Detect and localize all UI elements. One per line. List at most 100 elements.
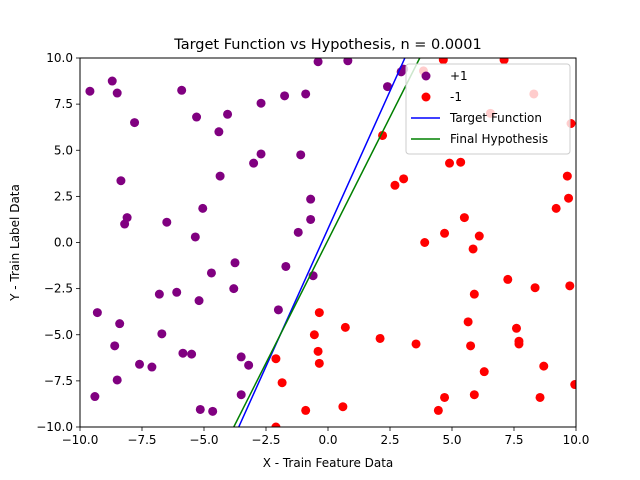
- x-tick-label: 2.5: [380, 433, 399, 447]
- data-point: [469, 289, 479, 299]
- legend-box: [405, 63, 571, 155]
- data-point: [162, 217, 172, 227]
- y-tick-label: −7.5: [44, 374, 73, 388]
- data-point: [469, 390, 479, 400]
- data-point: [399, 174, 409, 184]
- axes-layer: −10.0 −7.5 −5.0 −2.5 0.0 2.5 5.0 7.5 10.0 −10.0 −7…: [36, 51, 589, 447]
- data-point: [256, 98, 266, 108]
- data-point: [154, 289, 164, 299]
- data-point: [474, 231, 484, 241]
- data-point: [343, 58, 353, 66]
- data-point: [499, 58, 509, 65]
- data-point: [530, 283, 540, 293]
- data-point: [383, 82, 393, 92]
- data-point: [551, 203, 561, 213]
- data-point: [230, 258, 240, 268]
- data-point: [306, 214, 316, 224]
- chart-title: Target Function vs Hypothesis, n = 0.000…: [173, 37, 482, 53]
- x-axis-label: X - Train Feature Data: [263, 456, 394, 470]
- data-point: [135, 359, 145, 369]
- x-tick-label: 7.5: [504, 433, 523, 447]
- data-point: [309, 330, 319, 340]
- data-point: [313, 346, 323, 356]
- legend-label-plus1: +1: [450, 69, 468, 83]
- data-point: [187, 349, 197, 359]
- series-plus1-points: [85, 58, 409, 416]
- data-point: [440, 392, 450, 402]
- data-point: [190, 232, 200, 242]
- data-point: [539, 361, 549, 371]
- data-point: [130, 118, 140, 128]
- data-point: [192, 112, 202, 122]
- data-point: [208, 406, 218, 416]
- data-point: [178, 348, 188, 358]
- data-point: [445, 158, 455, 168]
- data-point: [468, 244, 478, 254]
- data-point: [314, 308, 324, 318]
- data-point: [273, 305, 283, 315]
- data-point: [301, 405, 311, 415]
- legend-label-target: Target Function: [449, 111, 542, 125]
- data-point: [293, 227, 303, 237]
- data-point: [281, 261, 291, 271]
- y-tick-label: 5.0: [54, 143, 73, 157]
- data-point: [214, 127, 224, 137]
- data-point: [433, 405, 443, 415]
- data-point: [112, 88, 122, 98]
- data-point: [535, 392, 545, 402]
- y-tick-label: 7.5: [54, 97, 73, 111]
- data-point: [85, 86, 95, 96]
- x-tick-label: −10.0: [62, 433, 99, 447]
- y-tick-label: −2.5: [44, 282, 73, 296]
- data-point: [198, 203, 208, 213]
- legend-label-hypothesis: Final Hypothesis: [450, 132, 548, 146]
- x-tick-label: −5.0: [189, 433, 218, 447]
- legend: +1 -1 Target Function Final Hypothesis: [405, 63, 571, 155]
- data-point: [314, 358, 324, 368]
- legend-label-minus1: -1: [450, 90, 462, 104]
- data-point: [440, 228, 450, 238]
- x-tick-label: −2.5: [251, 433, 280, 447]
- data-point: [459, 213, 469, 223]
- data-point: [338, 402, 348, 412]
- legend-marker-minus1: [421, 92, 431, 102]
- data-point: [172, 287, 182, 297]
- data-point: [564, 193, 574, 203]
- data-point: [110, 341, 120, 351]
- data-point: [296, 150, 306, 160]
- x-tick-label: −7.5: [127, 433, 156, 447]
- y-tick-label: 0.0: [54, 236, 73, 250]
- data-point: [503, 274, 513, 284]
- data-point: [280, 91, 290, 101]
- data-point: [463, 317, 473, 327]
- data-point: [375, 333, 385, 343]
- legend-marker-plus1: [421, 71, 431, 81]
- data-point: [236, 390, 246, 400]
- data-point: [120, 219, 130, 229]
- data-point: [195, 404, 205, 414]
- data-point: [177, 85, 187, 95]
- y-tick-label: 10.0: [46, 51, 73, 65]
- data-point: [313, 58, 323, 67]
- data-point: [271, 354, 281, 364]
- data-point: [570, 380, 576, 390]
- data-point: [236, 352, 246, 362]
- data-point: [116, 176, 126, 186]
- data-point: [215, 171, 225, 181]
- data-point: [390, 180, 400, 190]
- data-point: [277, 378, 287, 388]
- data-point: [107, 76, 117, 86]
- data-point: [256, 149, 266, 159]
- data-point: [157, 329, 167, 339]
- data-point: [411, 339, 421, 349]
- data-point: [271, 422, 281, 427]
- data-point: [420, 238, 430, 247]
- data-point: [229, 284, 239, 294]
- plot-frame: [79, 57, 577, 428]
- data-point: [92, 308, 102, 318]
- data-point: [438, 58, 448, 65]
- data-point: [194, 296, 204, 306]
- data-point: [456, 157, 466, 167]
- y-tick-label: 2.5: [54, 189, 73, 203]
